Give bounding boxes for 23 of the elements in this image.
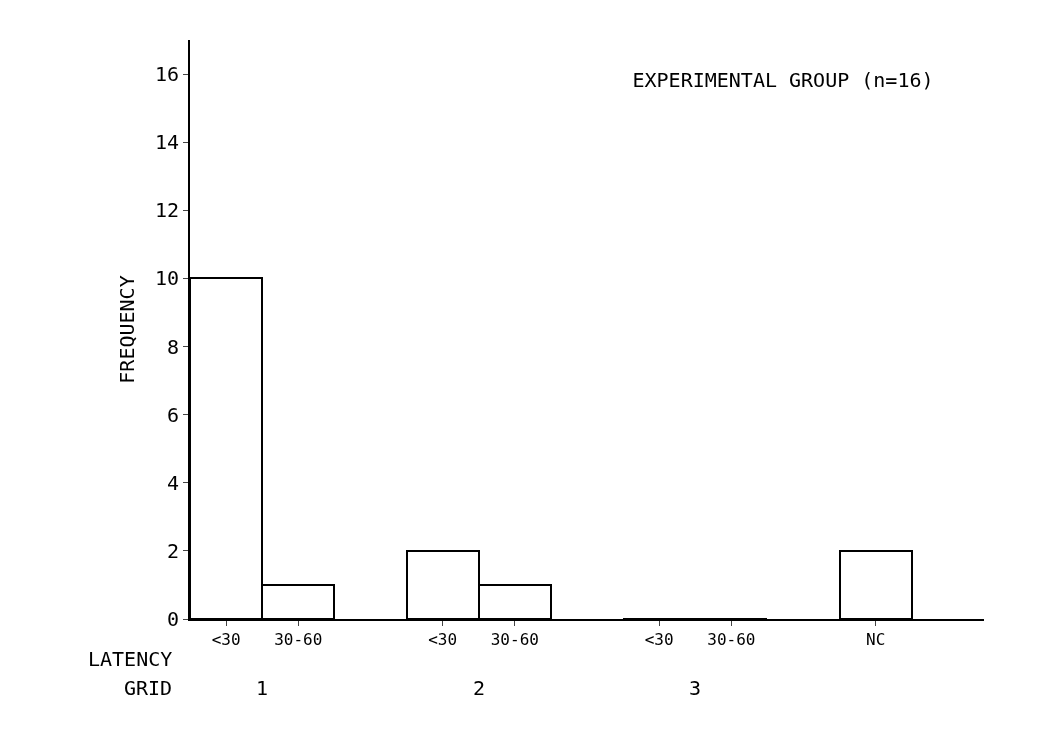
x-tick-label: <30 [428,630,458,650]
y-tick-label: 2 [166,538,179,563]
y-tick-label: 0 [166,607,179,631]
y-axis-title: FREQUENCY [114,275,139,384]
text: 3 [689,676,702,700]
x-tick-label: NC [866,630,886,650]
text: 1 [256,676,269,700]
text: EXPERIMENTAL GROUP (n=16) [632,67,934,92]
y-tick-label: 8 [166,334,179,359]
y-tick-label: 10 [154,266,179,291]
x-tick-label: 30-60 [707,630,756,650]
y-tick-label: 4 [166,470,179,495]
y-tick-label: 12 [154,198,179,223]
x-tick-label: 30-60 [274,630,323,650]
text: GRID [124,676,173,700]
x-tick-label: 30-60 [490,630,539,650]
text: LATENCY [88,647,173,671]
y-tick-label: 6 [166,402,179,427]
y-tick-label: 14 [154,130,179,155]
text: 2 [473,676,486,700]
x-tick-label: <30 [211,630,241,650]
y-tick-label: 16 [154,62,179,87]
x-tick-label: <30 [644,630,674,650]
